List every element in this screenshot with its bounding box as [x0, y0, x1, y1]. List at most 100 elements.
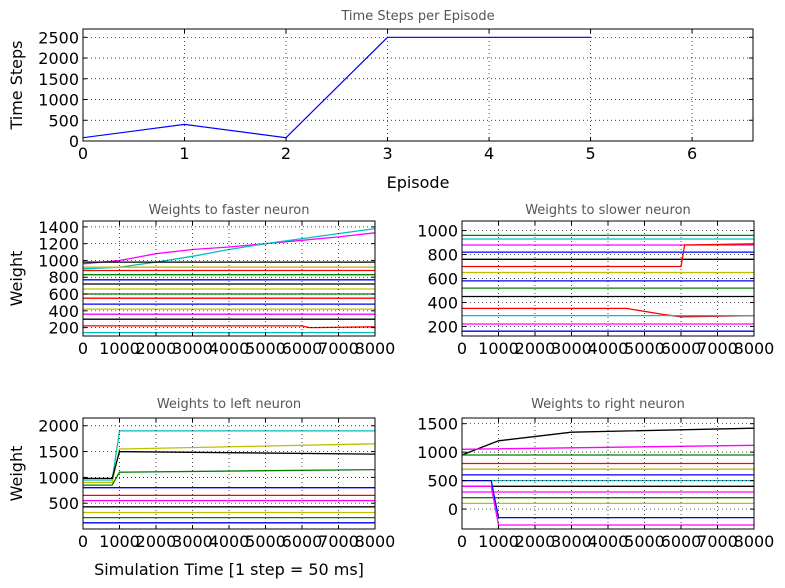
series-group [83, 430, 375, 524]
right-chart: 0 100020003000400050006000700080000500100… [417, 397, 774, 551]
x-tick-label: 4000 [209, 532, 250, 551]
y-axis-label: Weight [7, 251, 26, 307]
x-tick-label: 3000 [172, 339, 213, 358]
slower-chart: 0 100020003000400050006000700080002004006… [417, 203, 774, 358]
series-group [462, 234, 754, 332]
x-tick-label: 7000 [318, 532, 359, 551]
chart-title: Time Steps per Episode [340, 9, 494, 24]
y-tick-label: 500 [48, 111, 79, 130]
x-tick-label: 2 [281, 144, 291, 163]
y-tick-label: 1500 [38, 70, 79, 89]
y-tick-label: 2000 [38, 49, 79, 68]
x-tick-label: 2000 [515, 339, 556, 358]
x-tick-label: 0 [78, 532, 88, 551]
x-tick-label: 1 [179, 144, 189, 163]
y-tick-label: 500 [48, 494, 79, 513]
x-tick-label: 0 [78, 144, 88, 163]
faster-chart: 0 100020003000400050006000700080002004006… [7, 203, 395, 358]
y-tick-label: 800 [427, 246, 458, 265]
y-tick-label: 1400 [38, 218, 79, 237]
y-axis-label: Time Steps [7, 40, 26, 130]
x-tick-label: 1000 [478, 339, 519, 358]
left-chart: 0 100020003000400050006000700080005001000… [7, 397, 395, 579]
x-tick-label: 2000 [515, 532, 556, 551]
y-tick-label: 400 [427, 293, 458, 312]
y-tick-label: 2500 [38, 28, 79, 47]
series-group [83, 36, 591, 139]
series-line-0 [83, 232, 375, 265]
x-tick-label: 8000 [355, 532, 396, 551]
y-tick-label: 1000 [417, 443, 458, 462]
x-tick-label: 1000 [478, 532, 519, 551]
x-tick-label: 2000 [136, 532, 177, 551]
y-tick-label: 0 [448, 500, 458, 519]
x-tick-label: 4000 [209, 339, 250, 358]
axes-frame [82, 28, 754, 142]
x-tick-label: 3000 [172, 532, 213, 551]
x-tick-label: 5000 [624, 339, 665, 358]
x-axis-label: Episode [387, 173, 450, 192]
chart-title: Weights to faster neuron [149, 203, 310, 218]
chart-title: Weights to right neuron [531, 397, 685, 412]
x-tick-label: 8000 [355, 339, 396, 358]
y-tick-label: 800 [48, 268, 79, 287]
series-line-0 [462, 427, 754, 456]
series-line-1 [462, 444, 754, 450]
x-tick-label: 3 [382, 144, 392, 163]
x-tick-label: 6 [687, 144, 697, 163]
y-tick-label: 400 [48, 302, 79, 321]
chart-title: Weights to slower neuron [525, 203, 691, 218]
y-axis-label: Weight [7, 446, 26, 502]
series-line-10 [462, 307, 754, 318]
y-tick-label: 600 [427, 270, 458, 289]
x-tick-label: 8000 [734, 532, 775, 551]
y-tick-label: 600 [48, 285, 79, 304]
x-tick-label: 8000 [734, 339, 775, 358]
series-line-0 [83, 36, 591, 139]
x-tick-label: 5000 [245, 339, 286, 358]
x-tick-label: 0 [457, 339, 467, 358]
y-tick-label: 1500 [38, 443, 79, 462]
series-line-2 [83, 450, 375, 480]
series-line-1 [83, 443, 375, 484]
x-tick-label: 0 [78, 339, 88, 358]
y-tick-label: 200 [427, 317, 458, 336]
x-tick-label: 7000 [697, 339, 738, 358]
series-line-1 [83, 227, 375, 270]
x-tick-label: 6000 [661, 339, 702, 358]
y-tick-label: 1200 [38, 235, 79, 254]
x-tick-label: 1000 [99, 532, 140, 551]
x-tick-label: 5 [585, 144, 595, 163]
x-axis-label: Simulation Time [1 step = 50 ms] [94, 560, 364, 579]
y-tick-label: 1500 [417, 415, 458, 434]
x-tick-label: 7000 [697, 532, 738, 551]
series-line-3 [83, 468, 375, 486]
chart-title: Weights to left neuron [157, 397, 301, 412]
x-tick-label: 4 [484, 144, 494, 163]
y-tick-label: 1000 [38, 251, 79, 270]
y-tick-label: 1000 [38, 91, 79, 110]
y-tick-label: 200 [48, 319, 79, 338]
x-tick-label: 3000 [551, 339, 592, 358]
x-tick-label: 0 [457, 532, 467, 551]
y-tick-label: 1000 [38, 468, 79, 487]
x-tick-label: 5000 [245, 532, 286, 551]
x-tick-label: 3000 [551, 532, 592, 551]
x-tick-label: 4000 [588, 532, 629, 551]
series-line-12 [462, 485, 754, 526]
x-tick-label: 7000 [318, 339, 359, 358]
x-tick-label: 1000 [99, 339, 140, 358]
y-tick-label: 1000 [417, 222, 458, 241]
series-line-11 [462, 479, 754, 519]
x-tick-label: 2000 [136, 339, 177, 358]
x-tick-label: 5000 [624, 532, 665, 551]
x-tick-label: 4000 [588, 339, 629, 358]
y-tick-label: 2000 [38, 417, 79, 436]
series-line-0 [83, 430, 375, 481]
x-tick-label: 6000 [661, 532, 702, 551]
x-tick-label: 6000 [282, 339, 323, 358]
y-tick-label: 500 [427, 472, 458, 491]
series-line-5 [462, 243, 754, 268]
